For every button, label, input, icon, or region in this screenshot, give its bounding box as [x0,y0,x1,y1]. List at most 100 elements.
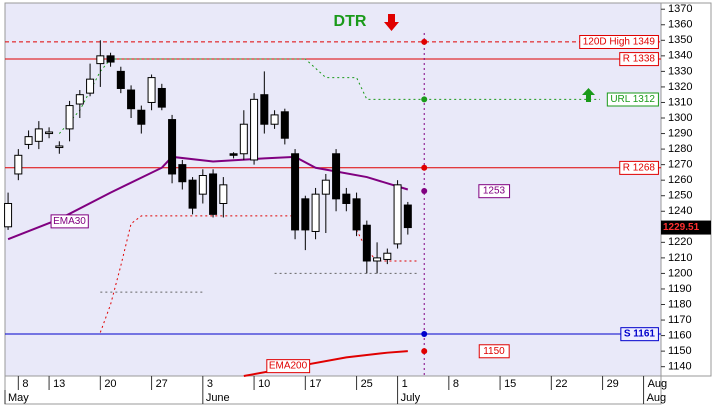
y-tick-label: 1310 [668,96,692,108]
y-tick-label: 1280 [668,143,692,155]
y-tick-label: 1320 [668,81,692,93]
indicator-line [99,215,419,333]
candle-body [291,153,300,231]
series-label-box [266,359,311,374]
x-tick-label: 13 [53,378,65,390]
candle-body [239,123,248,155]
x-tick-label: 10 [258,378,270,390]
level-label-box [619,52,659,67]
y-tick-label: 1180 [668,298,692,310]
y-tick-label: 1160 [668,329,692,341]
x-tick-label: 20 [104,378,116,390]
month-label: May [8,392,29,404]
candle-body [383,252,392,260]
candle-body [260,94,269,125]
level-label-box [619,160,659,175]
grid [4,8,665,404]
candle-body [250,98,259,161]
level-label-box [620,327,659,342]
candle-body [352,198,361,231]
candle-body [209,173,218,215]
level-label: URL 1312 [610,94,655,105]
level-label: R 1338 [623,54,656,65]
y-tick-label: 1360 [668,19,692,31]
y-tick-label: 1240 [668,205,692,217]
y-tick-label: 1170 [668,314,692,326]
x-tick-label: 8 [22,378,28,390]
x-tick-label: 8 [453,378,459,390]
series-label: EMA200 [269,361,308,372]
candle-body [362,224,371,262]
month-label: Aug [647,392,667,404]
candle-body [270,114,279,125]
level-label: 120D High 1349 [583,36,656,47]
y-tick-label: 1350 [668,34,692,46]
y-tick-label: 1140 [668,361,692,373]
candle-body [127,89,136,110]
candle-body [219,184,228,204]
level-dot [421,331,428,338]
x-tick-label: 17 [309,378,321,390]
end-dot [421,188,428,195]
candle-body [157,87,166,108]
month-label: July [401,392,421,404]
x-tick-label: Aug [648,378,668,390]
level-label-box [606,92,659,107]
series-label: EMA30 [53,216,86,227]
candle-body [147,77,156,103]
y-tick-label: 1150 [668,345,692,357]
y-tick-label: 1260 [668,174,692,186]
end-label: 1253 [483,186,506,197]
x-tick-label: 29 [607,378,619,390]
candle-body [4,202,13,228]
level-label-box [579,34,659,49]
indicator-line [100,272,419,293]
x-tick-label: 1 [402,378,408,390]
plot [4,33,661,377]
x-tick-label: 15 [504,378,516,390]
labels: 1140115011601170118011901200121012201230… [8,3,711,404]
series-label-box [50,214,89,229]
candle-body [116,70,125,89]
indicator-line [58,58,429,134]
level-label: S 1161 [624,329,656,340]
end-label-box [478,344,510,359]
candle-body [178,164,187,183]
y-tick-label: 1250 [668,190,692,202]
candle-body [373,257,382,262]
candle-body [393,184,402,245]
level-dot [421,96,428,103]
level-dot [421,164,428,171]
last-price-label: 1229.51 [663,222,700,233]
candle-body [24,136,33,145]
candle-body [45,131,54,135]
up-arrow-icon [582,88,595,102]
candle-body [96,55,105,65]
candle-body [14,154,23,175]
x-tick-label: 22 [555,378,567,390]
y-tick-label: 1210 [668,252,692,264]
candle-body [106,55,115,63]
candle-body [301,198,310,231]
level-dot [421,38,428,45]
candle-body [311,193,320,232]
candle-body [86,78,95,94]
candle-body [342,193,351,204]
y-tick-label: 1370 [668,3,692,15]
price-axis [660,2,712,377]
candle-body [198,175,207,195]
x-tick-label: 3 [207,378,213,390]
candle-body [332,153,341,200]
candle-body [229,153,238,156]
end-label: 1150 [483,346,505,357]
last-price-box [661,220,711,235]
candle-body [168,119,177,175]
y-tick-label: 1340 [668,50,692,62]
candle-body [280,111,289,139]
y-tick-label: 1190 [668,283,692,295]
level-label: R 1268 [623,162,656,173]
end-dot [421,348,428,355]
down-arrow-icon [384,14,399,31]
